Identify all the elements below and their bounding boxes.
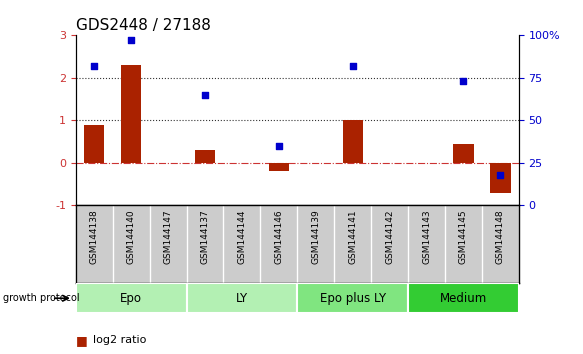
- Text: GSM144146: GSM144146: [275, 209, 283, 264]
- Point: [201, 92, 210, 98]
- Text: GSM144137: GSM144137: [201, 209, 209, 264]
- Text: GSM144139: GSM144139: [311, 209, 320, 264]
- Point: [496, 172, 505, 178]
- Text: GSM144142: GSM144142: [385, 209, 394, 264]
- Text: Medium: Medium: [440, 292, 487, 305]
- Point: [274, 143, 283, 149]
- Text: GDS2448 / 27188: GDS2448 / 27188: [76, 18, 210, 33]
- Bar: [408, 283, 519, 313]
- Point: [459, 79, 468, 84]
- Text: GSM144144: GSM144144: [237, 209, 247, 264]
- Bar: [84, 125, 104, 163]
- Point: [127, 38, 136, 43]
- Text: GSM144145: GSM144145: [459, 209, 468, 264]
- Bar: [454, 144, 473, 163]
- Text: log2 ratio: log2 ratio: [93, 335, 147, 344]
- Bar: [195, 150, 215, 163]
- Point: [90, 63, 99, 69]
- Text: growth protocol: growth protocol: [3, 293, 79, 303]
- Point: [348, 63, 357, 69]
- Bar: [490, 163, 511, 193]
- Text: GSM144147: GSM144147: [164, 209, 173, 264]
- Text: GSM144143: GSM144143: [422, 209, 431, 264]
- Bar: [269, 163, 289, 171]
- Text: GSM144140: GSM144140: [127, 209, 136, 264]
- Bar: [76, 283, 187, 313]
- Text: Epo plus LY: Epo plus LY: [319, 292, 386, 305]
- Text: GSM144148: GSM144148: [496, 209, 505, 264]
- Text: GSM144141: GSM144141: [348, 209, 357, 264]
- Text: GSM144138: GSM144138: [90, 209, 99, 264]
- Text: LY: LY: [236, 292, 248, 305]
- Text: ■: ■: [76, 335, 87, 348]
- Text: Epo: Epo: [120, 292, 142, 305]
- Bar: [121, 65, 141, 163]
- Bar: [297, 283, 408, 313]
- Bar: [187, 283, 297, 313]
- Bar: [343, 120, 363, 163]
